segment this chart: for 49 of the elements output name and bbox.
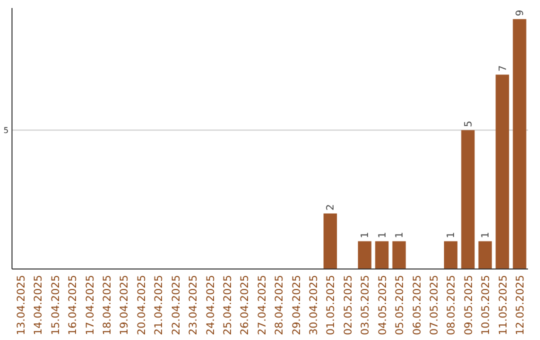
bar [512, 19, 526, 269]
x-tick-label: 19.04.2025 [118, 275, 131, 336]
bar [478, 241, 492, 269]
x-tick-label: 23.04.2025 [188, 275, 200, 336]
x-tick-label: 03.05.2025 [360, 275, 372, 336]
x-tick-label: 13.04.2025 [15, 275, 28, 336]
x-tick-label: 20.04.2025 [136, 275, 148, 336]
x-tick-label: 21.04.2025 [153, 275, 166, 336]
data-label: 7 [498, 65, 509, 72]
data-label: 1 [446, 232, 458, 238]
x-tick-label: 27.04.2025 [256, 275, 268, 336]
x-tick-label: 14.04.2025 [32, 275, 45, 336]
data-label: 1 [360, 232, 372, 238]
bar [496, 74, 510, 269]
data-label: 1 [394, 232, 406, 238]
x-tick-label: 25.04.2025 [222, 275, 234, 336]
x-tick-label: 26.04.2025 [239, 275, 252, 336]
x-tick-label: 08.05.2025 [446, 275, 458, 336]
x-tick-label: 11.05.2025 [497, 275, 510, 336]
x-tick-label: 16.04.2025 [67, 275, 80, 336]
x-tick-label: 15.04.2025 [50, 275, 62, 336]
x-tick-label: 28.04.2025 [274, 275, 286, 336]
x-tick-label: 12.05.2025 [514, 275, 527, 336]
bar [358, 241, 372, 269]
x-tick-label: 06.05.2025 [411, 275, 424, 336]
data-label: 2 [326, 204, 337, 210]
x-tick-label: 17.04.2025 [84, 275, 96, 336]
x-tick-label: 04.05.2025 [376, 275, 389, 336]
data-label: 9 [515, 10, 526, 16]
x-tick-label: 10.05.2025 [480, 275, 492, 336]
data-label: 1 [480, 232, 492, 238]
x-tick-label: 29.04.2025 [290, 275, 303, 336]
bar [375, 241, 389, 269]
x-tick-label: 24.04.2025 [204, 275, 217, 336]
x-tick-label: 07.05.2025 [428, 275, 441, 336]
bar [324, 213, 337, 269]
x-tick-label: 02.05.2025 [342, 275, 354, 336]
bar [444, 241, 458, 269]
bar [392, 241, 406, 269]
x-tick-label: 18.04.2025 [101, 275, 114, 336]
x-tick-label: 01.05.2025 [325, 275, 338, 336]
ref-line-label: 5 [3, 126, 9, 135]
x-tick-label: 09.05.2025 [462, 275, 475, 336]
bar [461, 130, 475, 269]
x-tick-label: 05.05.2025 [394, 275, 406, 336]
data-label: 5 [463, 120, 474, 128]
data-label: 1 [377, 232, 388, 238]
x-tick-label: 22.04.2025 [170, 275, 182, 336]
x-tick-label: 30.04.2025 [308, 275, 320, 336]
